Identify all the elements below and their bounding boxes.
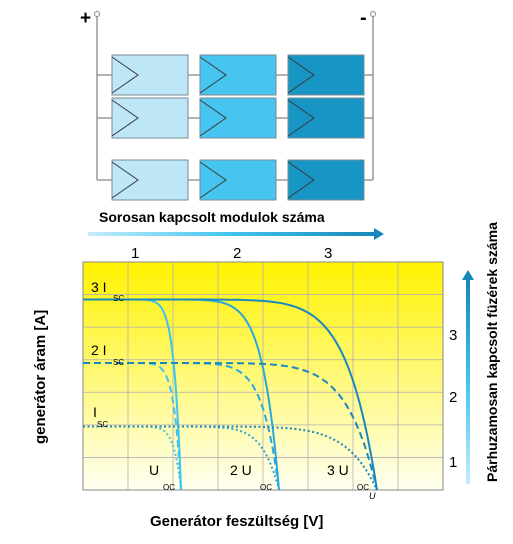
parallel-number-1: 1 <box>449 454 457 471</box>
iv-curve-p2-s3 <box>83 362 378 491</box>
parallel-count-label: Párhuzamosan kapcsolt füzérek száma <box>484 222 500 482</box>
module-wiring <box>94 11 376 201</box>
pv-module <box>111 159 189 201</box>
series-arrow-shaft <box>88 232 376 236</box>
diode-symbol <box>199 56 227 94</box>
plus-terminal-label: + <box>80 8 91 29</box>
pv-module <box>199 159 277 201</box>
x-axis-title: Generátor feszültség [V] <box>150 513 323 530</box>
pv-module <box>287 54 365 96</box>
parallel-arrow-shaft <box>466 278 470 484</box>
x-axis-end-label: U <box>369 491 376 501</box>
pv-module <box>111 97 189 139</box>
diode-symbol <box>111 99 139 137</box>
parallel-number-2: 2 <box>449 389 457 406</box>
iv-curve-p1-s1 <box>83 425 182 491</box>
pv-module <box>111 54 189 96</box>
diode-symbol <box>199 99 227 137</box>
y-annotation-2isc: 2 I <box>91 342 107 358</box>
series-arrow-head <box>374 228 384 240</box>
iv-curve-p2-s2 <box>83 362 280 491</box>
diode-symbol <box>111 56 139 94</box>
pv-module <box>199 54 277 96</box>
y-annotation-3isc: 3 I <box>91 279 107 295</box>
pv-module <box>199 97 277 139</box>
diode-symbol <box>287 161 315 199</box>
parallel-arrow-head <box>462 270 474 280</box>
x-annotation-uoc: U <box>149 462 159 478</box>
plot-grid <box>82 261 444 491</box>
plus-terminal <box>94 11 100 17</box>
series-number-3: 3 <box>324 245 332 262</box>
minus-terminal-label: - <box>360 7 367 29</box>
parallel-number-3: 3 <box>449 327 457 344</box>
svg-text:3 I: 3 I <box>91 279 107 295</box>
diode-symbol <box>287 99 315 137</box>
x-annotation-2uoc: 2 U <box>230 462 252 478</box>
pv-module <box>287 97 365 139</box>
y-annotation-3isc-sub: SC <box>113 294 124 303</box>
series-count-label: Sorosan kapcsolt modulok száma <box>99 209 325 225</box>
diode-symbol <box>111 161 139 199</box>
series-number-2: 2 <box>233 245 241 262</box>
diode-symbol <box>199 161 227 199</box>
y-annotation-isc: I <box>93 404 97 420</box>
minus-terminal <box>370 11 376 17</box>
iv-curve-p3-s3 <box>83 298 378 491</box>
y-annotation-2isc-sub: SC <box>113 358 124 367</box>
x-annotation-2uoc-sub: OC <box>260 483 272 492</box>
x-annotation-uoc-sub: OC <box>163 483 175 492</box>
y-annotation-isc-sub: SC <box>97 420 108 429</box>
iv-curves <box>83 298 378 491</box>
x-annotation-3uoc-sub: OC <box>357 483 369 492</box>
series-number-1: 1 <box>131 245 139 262</box>
pv-module <box>287 159 365 201</box>
diode-symbol <box>287 56 315 94</box>
y-axis-title: generátor áram [A] <box>32 310 49 444</box>
x-annotation-3uoc: 3 U <box>327 462 349 478</box>
plot-frame <box>82 261 444 491</box>
